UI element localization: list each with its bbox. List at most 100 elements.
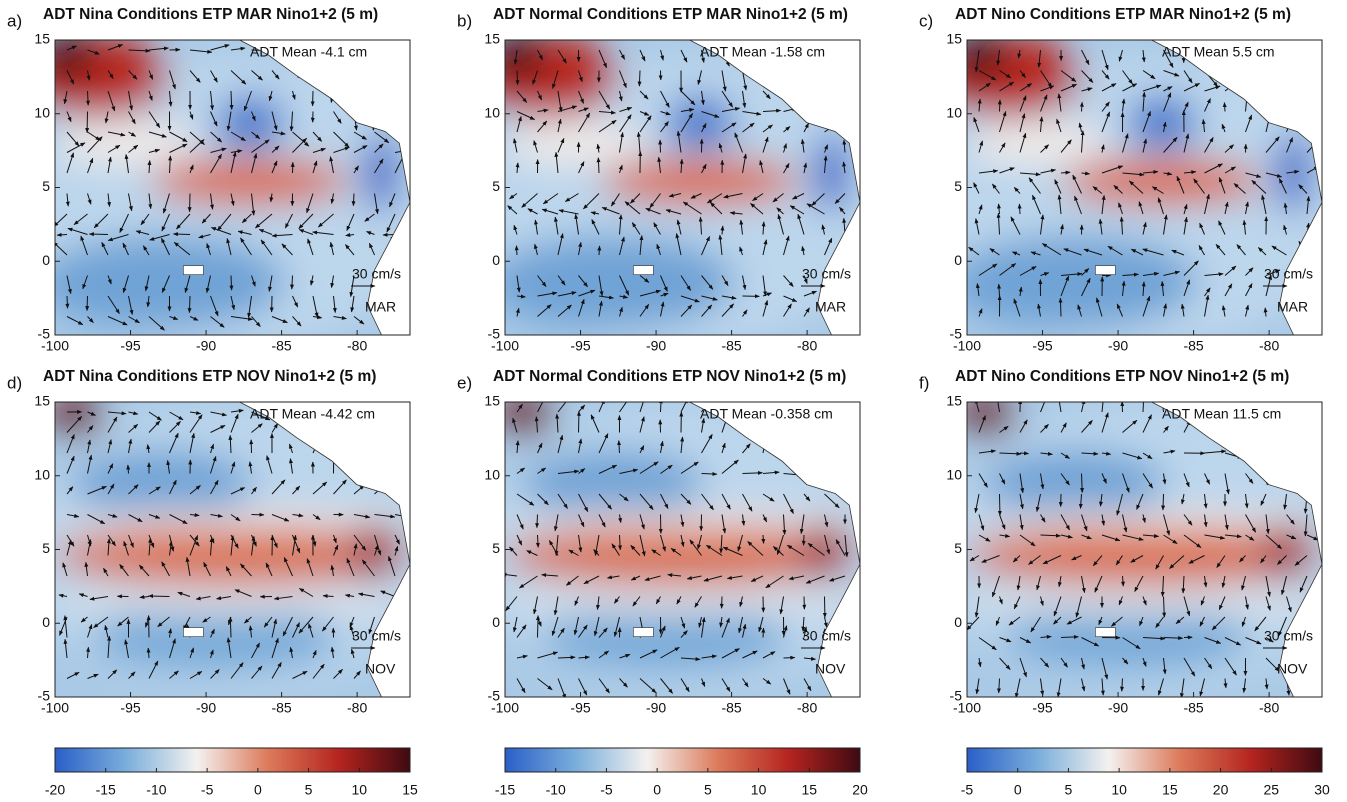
- velocity-arrow: [1204, 163, 1223, 174]
- velocity-arrow: [1074, 195, 1082, 215]
- velocity-arrow: [783, 235, 790, 256]
- velocity-arrow: [333, 544, 339, 556]
- velocity-arrow: [639, 534, 646, 557]
- velocity-arrow: [1081, 49, 1090, 66]
- velocity-arrow: [597, 245, 602, 256]
- velocity-arrow: [230, 408, 244, 413]
- velocity-arrow: [741, 514, 746, 526]
- velocity-arrow: [66, 433, 75, 454]
- velocity-arrow: [578, 112, 591, 133]
- velocity-arrow: [86, 70, 91, 81]
- velocity-arrow: [358, 592, 375, 597]
- velocity-arrow: [128, 514, 143, 523]
- velocity-arrow: [284, 213, 293, 229]
- velocity-arrow: [590, 211, 600, 216]
- y-tick-label: 10: [484, 104, 500, 120]
- velocity-arrow: [742, 309, 748, 317]
- velocity-arrow: [783, 493, 794, 514]
- velocity-arrow: [619, 275, 630, 296]
- velocity-arrow: [269, 193, 274, 203]
- velocity-arrow: [169, 316, 179, 320]
- velocity-arrow: [701, 295, 718, 301]
- velocity-arrow: [66, 486, 74, 495]
- map-panel: -100 -95 -90 -85 -80 -5 0 5 10 15 a) ADT Nina Condi…: [7, 6, 411, 354]
- map-panel: -100 -95 -90 -85 -80 -5 0 5 10 15 c) ADT Nino Condi…: [919, 6, 1323, 354]
- velocity-arrow: [144, 275, 150, 292]
- velocity-arrow: [801, 245, 806, 256]
- velocity-arrow: [747, 541, 764, 556]
- velocity-arrow: [265, 562, 273, 577]
- velocity-arrow: [639, 289, 662, 297]
- velocity-arrow: [1121, 98, 1126, 112]
- velocity-arrow: [679, 158, 684, 174]
- velocity-arrow: [762, 90, 771, 100]
- velocity-arrow: [353, 543, 358, 556]
- velocity-arrow: [1198, 244, 1205, 256]
- velocity-arrow: [368, 242, 375, 256]
- velocity-arrow: [260, 239, 273, 256]
- month-annotation: NOV: [815, 661, 846, 677]
- field-blob: [519, 449, 704, 520]
- map-panel: -100 -95 -90 -85 -80 -5 0 5 10 15 b) ADT Normal Con…: [457, 6, 861, 354]
- velocity-arrow: [128, 90, 134, 111]
- velocity-arrow: [107, 483, 115, 495]
- velocity-arrow: [701, 417, 706, 433]
- velocity-arrow: [557, 105, 578, 112]
- velocity-arrow: [1286, 169, 1300, 174]
- month-annotation: MAR: [1277, 299, 1308, 315]
- velocity-arrow: [107, 513, 118, 518]
- velocity-arrow: [598, 300, 603, 317]
- velocity-arrow: [1122, 272, 1139, 277]
- velocity-arrow: [330, 193, 335, 205]
- velocity-arrow: [128, 295, 134, 316]
- velocity-arrow: [107, 144, 121, 153]
- velocity-arrow: [565, 575, 579, 586]
- velocity-arrow: [554, 151, 559, 174]
- velocity-arrow: [353, 534, 367, 551]
- velocity-arrow: [268, 90, 273, 102]
- velocity-arrow: [306, 558, 314, 577]
- velocity-arrow: [639, 416, 645, 433]
- velocity-arrow: [701, 471, 718, 476]
- velocity-arrow: [128, 111, 136, 125]
- velocity-arrow: [162, 193, 170, 214]
- field-blob: [664, 96, 736, 150]
- velocity-arrow: [1081, 277, 1091, 297]
- velocity-arrow: [189, 513, 200, 517]
- x-tick-label: -95: [120, 338, 140, 354]
- velocity-arrow: [537, 493, 549, 506]
- velocity-arrow: [762, 108, 782, 113]
- velocity-arrow: [364, 213, 375, 222]
- velocity-arrow: [1107, 245, 1123, 256]
- velocity-arrow: [680, 90, 696, 106]
- velocity-arrow: [271, 70, 280, 80]
- velocity-arrow: [292, 485, 301, 495]
- field-blob: [813, 131, 850, 215]
- velocity-arrow: [989, 248, 1000, 256]
- velocity-arrow: [537, 402, 544, 413]
- velocity-arrow: [783, 303, 792, 317]
- velocity-arrow: [66, 152, 75, 174]
- velocity-arrow: [1081, 171, 1091, 176]
- velocity-arrow: [1163, 303, 1168, 317]
- velocity-arrow: [1204, 287, 1211, 297]
- velocity-arrow: [107, 44, 124, 51]
- velocity-arrow: [350, 295, 355, 313]
- velocity-arrow: [619, 402, 630, 413]
- velocity-arrow: [762, 493, 775, 502]
- colorbar-tick-label: 5: [704, 782, 712, 798]
- velocity-arrow: [1079, 101, 1084, 112]
- field-blob: [505, 593, 860, 612]
- velocity-arrow: [1162, 121, 1167, 133]
- velocity-arrow: [124, 153, 129, 174]
- velocity-arrow: [991, 183, 1000, 194]
- velocity-arrow: [251, 423, 263, 433]
- velocity-arrow: [752, 193, 764, 202]
- velocity-arrow: [1245, 283, 1253, 297]
- velocity-arrow: [515, 70, 520, 86]
- panel-title: ADT Nina Conditions ETP MAR Nino1+2 (5 m…: [43, 6, 378, 23]
- velocity-arrow: [739, 246, 744, 256]
- velocity-arrow: [578, 438, 583, 454]
- velocity-arrow: [689, 539, 702, 556]
